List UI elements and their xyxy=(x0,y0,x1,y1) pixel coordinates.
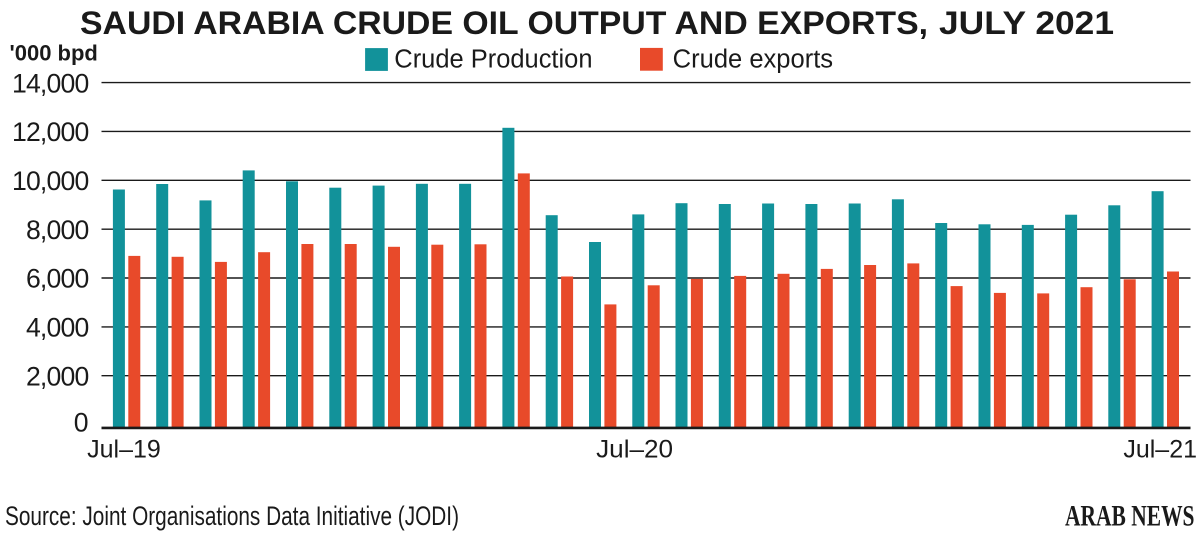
svg-text:0: 0 xyxy=(74,408,89,438)
svg-text:10,000: 10,000 xyxy=(12,166,89,196)
svg-text:Crude exports: Crude exports xyxy=(673,46,833,74)
svg-text:Source: Joint Organisations Da: Source: Joint Organisations Data Initiat… xyxy=(5,501,459,531)
svg-text:12,000: 12,000 xyxy=(12,117,89,147)
svg-text:6,000: 6,000 xyxy=(26,264,89,294)
svg-text:Jul–21: Jul–21 xyxy=(1123,436,1197,464)
svg-text:Jul–20: Jul–20 xyxy=(596,436,673,464)
svg-text:2,000: 2,000 xyxy=(26,361,89,391)
svg-text:Crude Production: Crude Production xyxy=(394,46,592,74)
svg-text:8,000: 8,000 xyxy=(26,215,89,245)
svg-text:ARAB NEWS: ARAB NEWS xyxy=(1065,501,1195,533)
svg-text:SAUDI ARABIA CRUDE OIL OUTPUT: SAUDI ARABIA CRUDE OIL OUTPUT AND EXPORT… xyxy=(80,5,928,41)
svg-text:14,000: 14,000 xyxy=(12,68,89,98)
svg-text:JULY 2021: JULY 2021 xyxy=(939,5,1114,41)
svg-text:Jul–19: Jul–19 xyxy=(87,436,161,464)
svg-text:4,000: 4,000 xyxy=(26,313,89,343)
svg-text:'000 bpd: '000 bpd xyxy=(10,40,98,65)
